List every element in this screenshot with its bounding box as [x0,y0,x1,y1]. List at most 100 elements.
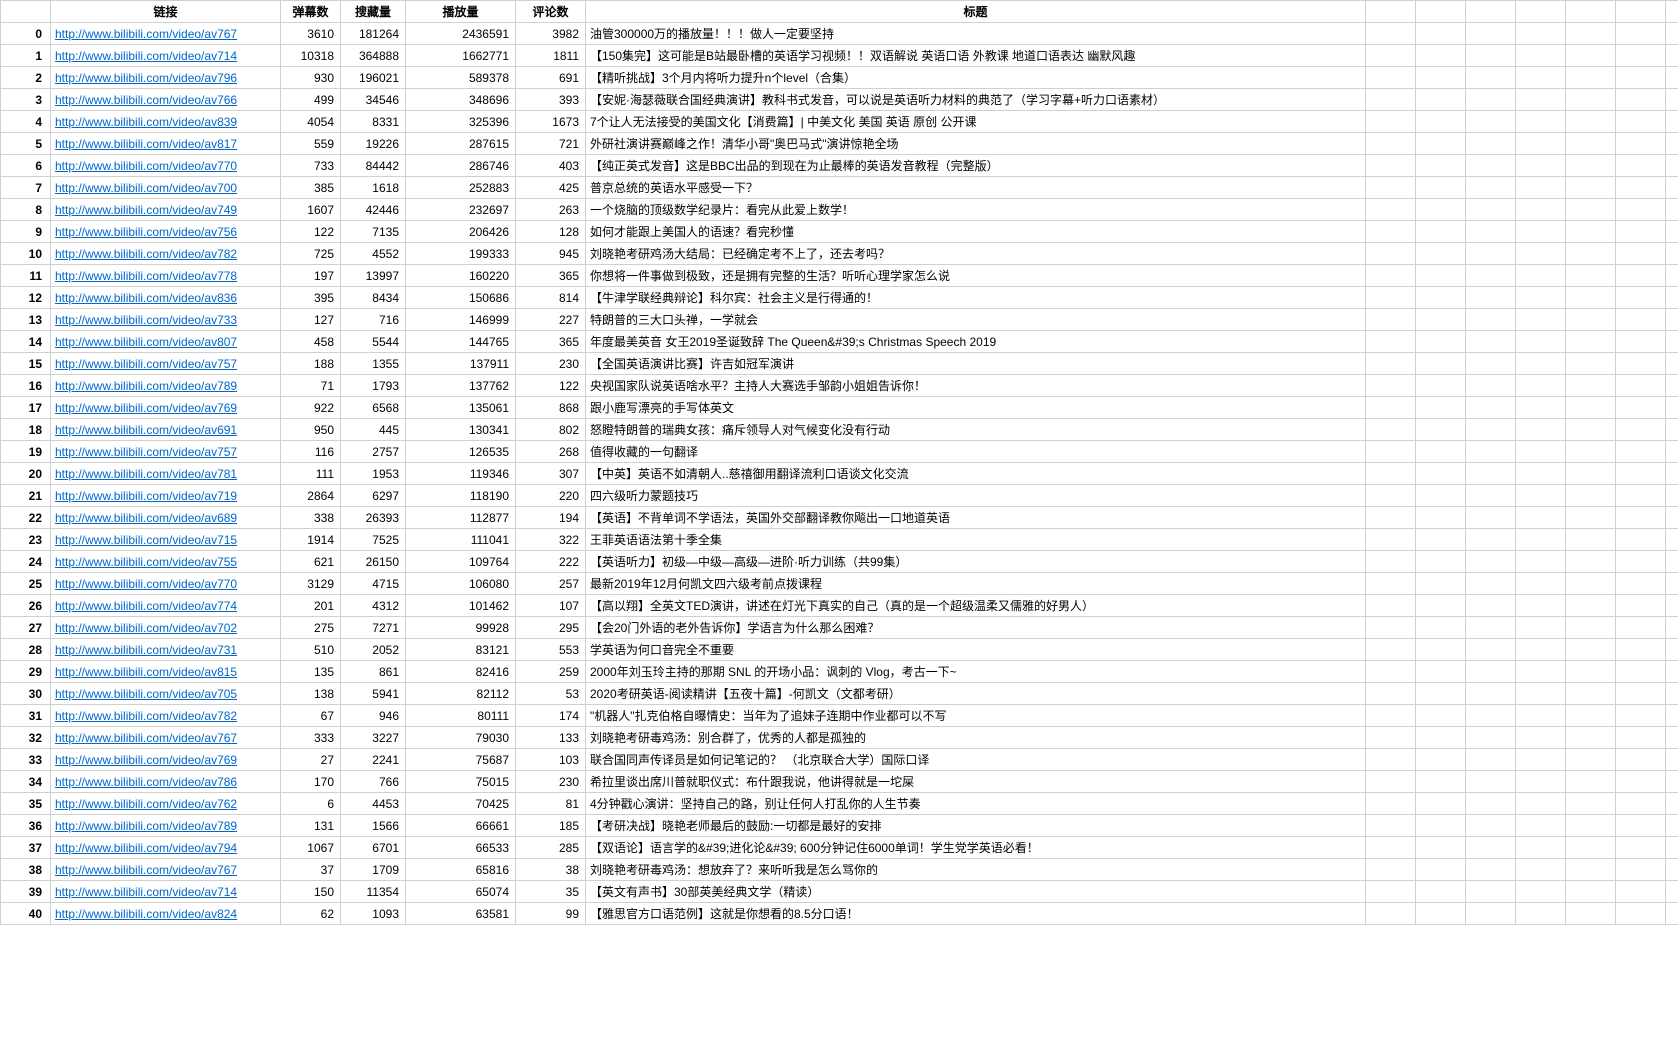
video-link[interactable]: http://www.bilibili.com/video/av757 [55,357,237,371]
video-link[interactable]: http://www.bilibili.com/video/av781 [55,467,237,481]
cell-extra [1666,441,1678,463]
cell-extra [1566,837,1616,859]
cell-shoucang: 2757 [341,441,406,463]
video-link[interactable]: http://www.bilibili.com/video/av749 [55,203,237,217]
cell-link: http://www.bilibili.com/video/av796 [51,67,281,89]
cell-danmu: 499 [281,89,341,111]
cell-extra [1366,441,1416,463]
cell-danmu: 950 [281,419,341,441]
video-link[interactable]: http://www.bilibili.com/video/av700 [55,181,237,195]
video-link[interactable]: http://www.bilibili.com/video/av731 [55,643,237,657]
cell-extra [1566,683,1616,705]
header-extra [1616,1,1666,23]
cell-extra [1416,727,1466,749]
video-link[interactable]: http://www.bilibili.com/video/av817 [55,137,237,151]
cell-extra [1666,727,1678,749]
cell-extra [1416,859,1466,881]
cell-extra [1466,749,1516,771]
video-link[interactable]: http://www.bilibili.com/video/av733 [55,313,237,327]
video-link[interactable]: http://www.bilibili.com/video/av815 [55,665,237,679]
cell-shoucang: 7271 [341,617,406,639]
video-link[interactable]: http://www.bilibili.com/video/av714 [55,885,237,899]
video-link[interactable]: http://www.bilibili.com/video/av770 [55,159,237,173]
video-link[interactable]: http://www.bilibili.com/video/av691 [55,423,237,437]
table-row: 17http://www.bilibili.com/video/av769922… [1,397,1678,419]
video-link[interactable]: http://www.bilibili.com/video/av689 [55,511,237,525]
video-link[interactable]: http://www.bilibili.com/video/av782 [55,709,237,723]
cell-extra [1616,309,1666,331]
cell-extra [1416,155,1466,177]
cell-extra [1666,155,1678,177]
cell-extra [1616,45,1666,67]
cell-danmu: 4054 [281,111,341,133]
cell-extra [1366,45,1416,67]
video-link[interactable]: http://www.bilibili.com/video/av782 [55,247,237,261]
cell-extra [1666,639,1678,661]
cell-extra [1416,441,1466,463]
video-link[interactable]: http://www.bilibili.com/video/av769 [55,753,237,767]
video-link[interactable]: http://www.bilibili.com/video/av766 [55,93,237,107]
header-row: 链接 弹幕数 搜藏量 播放量 评论数 标题 [1,1,1678,23]
video-link[interactable]: http://www.bilibili.com/video/av789 [55,379,237,393]
video-link[interactable]: http://www.bilibili.com/video/av770 [55,577,237,591]
cell-danmu: 338 [281,507,341,529]
video-link[interactable]: http://www.bilibili.com/video/av705 [55,687,237,701]
cell-link: http://www.bilibili.com/video/av755 [51,551,281,573]
cell-title: "机器人"扎克伯格自曝情史：当年为了追妹子连期中作业都可以不写 [586,705,1366,727]
cell-link: http://www.bilibili.com/video/av786 [51,771,281,793]
cell-pinglun: 365 [516,265,586,287]
video-link[interactable]: http://www.bilibili.com/video/av824 [55,907,237,921]
cell-extra [1466,727,1516,749]
cell-pinglun: 393 [516,89,586,111]
video-link[interactable]: http://www.bilibili.com/video/av794 [55,841,237,855]
cell-extra [1566,727,1616,749]
video-link[interactable]: http://www.bilibili.com/video/av767 [55,731,237,745]
cell-extra [1616,463,1666,485]
cell-shoucang: 11354 [341,881,406,903]
cell-extra [1466,375,1516,397]
video-link[interactable]: http://www.bilibili.com/video/av756 [55,225,237,239]
video-link[interactable]: http://www.bilibili.com/video/av702 [55,621,237,635]
cell-title: 跟小鹿写漂亮的手写体英文 [586,397,1366,419]
video-link[interactable]: http://www.bilibili.com/video/av767 [55,863,237,877]
cell-extra [1366,771,1416,793]
video-link[interactable]: http://www.bilibili.com/video/av757 [55,445,237,459]
cell-extra [1516,243,1566,265]
video-link[interactable]: http://www.bilibili.com/video/av796 [55,71,237,85]
video-link[interactable]: http://www.bilibili.com/video/av786 [55,775,237,789]
cell-shoucang: 861 [341,661,406,683]
cell-pinglun: 295 [516,617,586,639]
video-link[interactable]: http://www.bilibili.com/video/av789 [55,819,237,833]
video-link[interactable]: http://www.bilibili.com/video/av762 [55,797,237,811]
cell-bofang: 130341 [406,419,516,441]
video-link[interactable]: http://www.bilibili.com/video/av767 [55,27,237,41]
cell-extra [1616,507,1666,529]
video-link[interactable]: http://www.bilibili.com/video/av715 [55,533,237,547]
cell-pinglun: 227 [516,309,586,331]
cell-extra [1416,683,1466,705]
video-link[interactable]: http://www.bilibili.com/video/av778 [55,269,237,283]
cell-extra [1666,815,1678,837]
video-link[interactable]: http://www.bilibili.com/video/av755 [55,555,237,569]
video-link[interactable]: http://www.bilibili.com/video/av836 [55,291,237,305]
video-link[interactable]: http://www.bilibili.com/video/av774 [55,599,237,613]
video-link[interactable]: http://www.bilibili.com/video/av769 [55,401,237,415]
cell-link: http://www.bilibili.com/video/av782 [51,705,281,727]
cell-extra [1666,573,1678,595]
video-link[interactable]: http://www.bilibili.com/video/av714 [55,49,237,63]
cell-extra [1366,89,1416,111]
cell-extra [1366,639,1416,661]
cell-shoucang: 6701 [341,837,406,859]
video-link[interactable]: http://www.bilibili.com/video/av807 [55,335,237,349]
cell-danmu: 922 [281,397,341,419]
cell-pinglun: 945 [516,243,586,265]
cell-extra [1666,683,1678,705]
video-link[interactable]: http://www.bilibili.com/video/av719 [55,489,237,503]
cell-shoucang: 1793 [341,375,406,397]
cell-extra [1416,595,1466,617]
row-index: 19 [1,441,51,463]
table-row: 27http://www.bilibili.com/video/av702275… [1,617,1678,639]
cell-extra [1466,199,1516,221]
video-link[interactable]: http://www.bilibili.com/video/av839 [55,115,237,129]
header-extra [1516,1,1566,23]
